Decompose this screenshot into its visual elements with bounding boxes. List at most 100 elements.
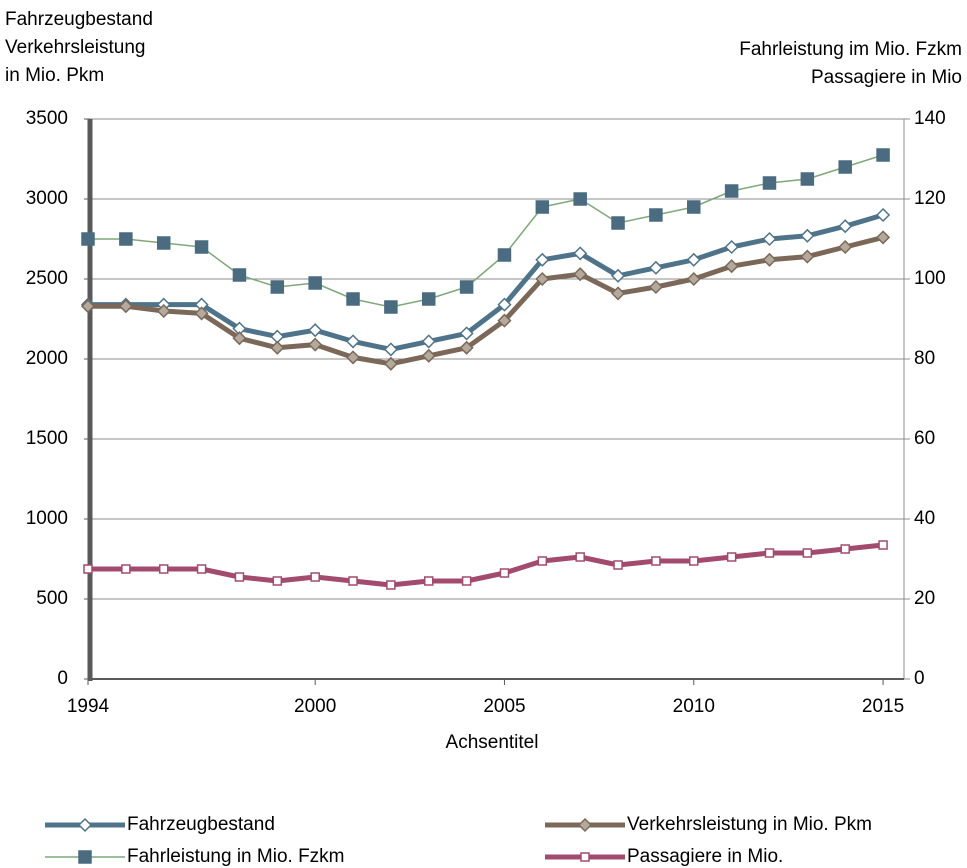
data-point bbox=[648, 279, 663, 295]
data-point bbox=[421, 334, 436, 349]
x-tick-label: 2010 bbox=[673, 696, 715, 717]
data-point bbox=[649, 208, 663, 222]
data-point bbox=[575, 552, 585, 562]
data-point bbox=[764, 548, 775, 558]
data-point bbox=[800, 249, 815, 264]
y-tick-label: 2000 bbox=[26, 348, 68, 369]
data-point bbox=[270, 280, 285, 294]
x-tick-label: 1994 bbox=[67, 696, 110, 717]
data-point bbox=[156, 303, 171, 319]
y-tick-label: 500 bbox=[36, 588, 68, 609]
data-point bbox=[838, 219, 853, 234]
legend-marker bbox=[580, 852, 590, 862]
data-point bbox=[459, 280, 474, 294]
data-point bbox=[838, 160, 852, 174]
y2-tick-label: 40 bbox=[914, 508, 935, 529]
data-point bbox=[838, 239, 853, 255]
data-point bbox=[232, 268, 247, 282]
data-point bbox=[686, 252, 701, 267]
data-point bbox=[762, 231, 777, 247]
data-point bbox=[800, 228, 815, 243]
y2-axis-title: Fahrleistung im Mio. Fzkm bbox=[739, 39, 962, 60]
data-point bbox=[270, 340, 285, 355]
legend-marker bbox=[577, 817, 593, 833]
data-point bbox=[158, 564, 169, 574]
data-point bbox=[800, 172, 815, 186]
x-tick-label: 2000 bbox=[294, 696, 336, 717]
y-tick-label: 2500 bbox=[26, 268, 68, 289]
data-point bbox=[459, 326, 474, 341]
data-point bbox=[118, 299, 133, 314]
data-point bbox=[232, 331, 247, 346]
y-axis-title: in Mio. Pkm bbox=[5, 65, 104, 86]
data-point bbox=[310, 572, 320, 582]
data-point bbox=[81, 232, 95, 246]
data-point bbox=[878, 540, 888, 550]
data-point bbox=[308, 337, 323, 352]
data-point bbox=[840, 544, 850, 554]
data-point bbox=[689, 556, 699, 566]
data-point bbox=[573, 246, 588, 261]
data-point bbox=[535, 252, 550, 267]
data-point bbox=[876, 207, 891, 223]
data-point bbox=[762, 176, 777, 190]
series-line bbox=[88, 154, 884, 308]
x-tick-label: 2005 bbox=[483, 696, 525, 717]
data-point bbox=[876, 148, 890, 162]
y-tick-label: 0 bbox=[57, 668, 68, 689]
x-axis-title: Achsentitel bbox=[446, 732, 539, 753]
data-point bbox=[80, 299, 96, 314]
data-point bbox=[724, 184, 739, 198]
series-line bbox=[88, 234, 884, 367]
y-tick-label: 1500 bbox=[26, 428, 68, 449]
data-point bbox=[611, 216, 625, 230]
legend-label: Fahrzeugbestand bbox=[127, 814, 275, 835]
data-point bbox=[421, 292, 436, 306]
data-point bbox=[537, 556, 548, 566]
data-point bbox=[156, 236, 171, 250]
series-line bbox=[88, 542, 884, 588]
data-point bbox=[308, 276, 322, 290]
data-point bbox=[383, 356, 398, 371]
data-point bbox=[876, 230, 891, 245]
data-point bbox=[121, 564, 131, 574]
data-point bbox=[762, 252, 777, 267]
data-point bbox=[461, 576, 472, 586]
y2-tick-label: 100 bbox=[914, 268, 946, 289]
data-point bbox=[345, 334, 361, 349]
data-point bbox=[383, 342, 398, 357]
legend-marker bbox=[78, 850, 92, 864]
data-point bbox=[194, 240, 209, 254]
data-point bbox=[497, 297, 512, 312]
data-point bbox=[573, 192, 587, 206]
legend-label: Verkehrsleistung in Mio. Pkm bbox=[627, 814, 872, 835]
y-axis-title: Verkehrsleistung bbox=[5, 37, 145, 58]
data-point bbox=[687, 200, 701, 214]
data-point bbox=[610, 268, 626, 283]
data-point bbox=[613, 560, 623, 570]
data-point bbox=[535, 200, 550, 214]
series-line bbox=[88, 212, 884, 352]
legend-label: Fahrleistung in Mio. Fzkm bbox=[127, 846, 345, 867]
data-point bbox=[724, 239, 739, 255]
data-point bbox=[459, 340, 474, 355]
data-point bbox=[499, 568, 510, 578]
y2-tick-label: 20 bbox=[914, 588, 935, 609]
y2-tick-label: 140 bbox=[914, 108, 946, 129]
y-tick-label: 3000 bbox=[26, 188, 68, 209]
legend-label: Passagiere in Mio. bbox=[627, 846, 783, 867]
data-point bbox=[497, 248, 512, 262]
data-point bbox=[686, 271, 701, 287]
x-tick-label: 2015 bbox=[862, 696, 904, 717]
legend-marker bbox=[77, 817, 93, 833]
data-point bbox=[83, 564, 93, 574]
data-point bbox=[648, 260, 663, 275]
data-point bbox=[726, 552, 737, 562]
data-point bbox=[272, 576, 283, 586]
data-point bbox=[194, 306, 209, 321]
data-point bbox=[421, 348, 436, 363]
y-axis-title: Fahrzeugbestand bbox=[5, 9, 153, 30]
data-point bbox=[386, 580, 396, 590]
y2-axis-title: Passagiere in Mio bbox=[811, 67, 962, 88]
y2-tick-label: 80 bbox=[914, 348, 935, 369]
